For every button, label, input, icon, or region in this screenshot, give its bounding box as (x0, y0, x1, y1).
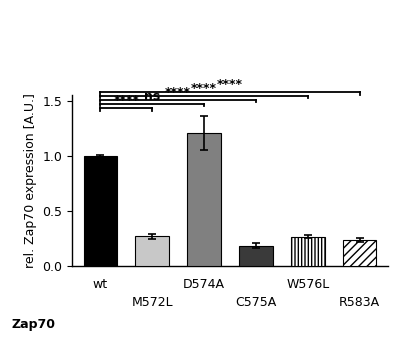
Bar (187, 133, 221, 266)
Text: M572L: M572L (132, 296, 173, 309)
Text: ****: **** (217, 78, 243, 91)
Text: D574A: D574A (183, 278, 225, 291)
Text: ns: ns (144, 90, 160, 103)
Text: Zap70: Zap70 (12, 318, 56, 331)
Text: ****: **** (165, 86, 191, 99)
Bar (343, 240, 376, 266)
Bar (136, 236, 169, 266)
Text: R583A: R583A (339, 296, 380, 309)
Text: W576L: W576L (286, 278, 329, 291)
Bar (239, 246, 273, 266)
Y-axis label: rel. Zap70 expression [A.U.]: rel. Zap70 expression [A.U.] (24, 93, 37, 268)
Text: ****: **** (113, 94, 139, 107)
Text: ****: **** (191, 82, 217, 95)
Text: C575A: C575A (235, 296, 276, 309)
Bar (291, 237, 324, 266)
Bar (84, 156, 117, 266)
Text: wt: wt (93, 278, 108, 291)
